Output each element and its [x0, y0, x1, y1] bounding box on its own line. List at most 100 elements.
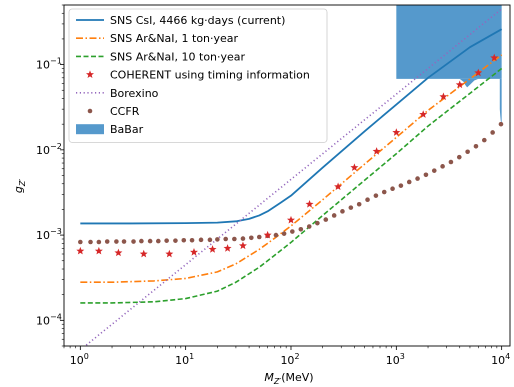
legend-label: CCFR	[110, 105, 140, 118]
series-0	[80, 28, 503, 225]
coherent-point	[455, 80, 464, 89]
ccfr-point	[223, 236, 228, 242]
coherent-point	[190, 247, 198, 256]
ccfr-point	[498, 121, 504, 127]
series-line-1	[80, 54, 503, 284]
ccfr-point	[365, 197, 370, 203]
legend-item: CCFR	[87, 105, 140, 118]
series-coherent	[76, 53, 499, 258]
ccfr-point	[198, 237, 204, 243]
ccfr-point	[156, 238, 161, 244]
coherent-point	[165, 249, 174, 258]
series-2	[80, 67, 503, 304]
coherent-point	[208, 245, 217, 253]
ccfr-point	[240, 236, 246, 241]
coherent-point	[474, 68, 483, 77]
ccfr-point	[373, 193, 379, 198]
ccfr-point	[448, 159, 454, 165]
coherent-point	[263, 230, 272, 239]
ccfr-point	[256, 234, 262, 240]
ccfr-point	[164, 238, 169, 243]
coherent-point	[419, 110, 428, 118]
ccfr-point	[281, 231, 287, 236]
ccfr-point	[232, 236, 237, 242]
ccfr-point	[381, 189, 387, 195]
series-babar	[396, 5, 502, 125]
ccfr-point	[340, 209, 345, 214]
series-ccfr	[78, 121, 504, 245]
x-tick-label: 102	[280, 352, 299, 367]
ccfr-point	[207, 237, 213, 243]
ccfr-point	[104, 239, 110, 244]
legend-label: SNS CsI, 4466 kg·days (current)	[110, 14, 285, 27]
ccfr-point	[482, 137, 487, 143]
ccfr-point	[147, 238, 153, 244]
coherent-point	[76, 246, 85, 255]
ccfr-point	[465, 149, 470, 155]
y-tick-label: 10−1	[36, 57, 62, 72]
ccfr-point	[348, 205, 354, 210]
legend-label: SNS Ar&NaI, 1 ton·year	[110, 32, 239, 45]
ccfr-point	[96, 239, 102, 245]
ccfr-point	[390, 186, 395, 192]
ccfr-point	[114, 239, 119, 244]
y-axis: 10−4 10−3 10−2 10−1	[36, 4, 64, 347]
coherent-point	[223, 244, 232, 252]
coherent-point	[334, 182, 343, 191]
series-1	[80, 54, 503, 284]
ccfr-point	[290, 229, 295, 234]
x-tick-label: 104	[491, 352, 510, 367]
series-line-0	[80, 28, 503, 225]
ccfr-point	[181, 237, 187, 243]
x-tick-label: 101	[175, 352, 194, 367]
legend-item: Borexino	[76, 87, 159, 100]
legend-swatch	[76, 124, 104, 135]
ccfr-point	[423, 172, 429, 178]
ccfr-point	[490, 130, 495, 135]
coherent-point	[94, 246, 103, 255]
x-tick-label: 103	[386, 352, 405, 367]
coherent-point	[490, 53, 499, 62]
ccfr-point	[131, 239, 136, 244]
legend-star	[86, 70, 94, 78]
ccfr-point	[306, 224, 312, 229]
ccfr-point	[331, 213, 337, 218]
y-tick-label: 10−2	[36, 142, 62, 157]
legend-box	[68, 8, 328, 143]
legend: SNS CsI, 4466 kg·days (current) SNS Ar&Na…	[68, 8, 328, 143]
coherent-point	[305, 200, 314, 208]
ccfr-point	[298, 226, 304, 232]
ccfr-point	[273, 232, 279, 238]
coherent-point	[372, 147, 381, 155]
coherent-point	[139, 249, 148, 258]
ccfr-point	[431, 168, 437, 173]
legend-item: SNS Ar&NaI, 10 ton·year	[76, 50, 246, 63]
ccfr-point	[215, 237, 220, 242]
legend-item: SNS Ar&NaI, 1 ton·year	[76, 32, 239, 45]
ccfr-point	[415, 176, 420, 181]
ccfr-point	[473, 144, 479, 149]
ccfr-point	[88, 239, 93, 245]
x-axis-label: MZ′(MeV)	[264, 371, 313, 386]
legend-label: Borexino	[110, 87, 159, 100]
babar-region-notch	[459, 78, 502, 88]
ccfr-point	[456, 154, 462, 160]
coherent-point	[238, 241, 247, 250]
ccfr-point	[356, 201, 362, 207]
legend-dot	[87, 108, 93, 114]
coherent-point	[392, 128, 401, 136]
ccfr-point	[406, 179, 412, 185]
babar-region	[396, 5, 502, 79]
babar-region-tail	[499, 78, 502, 125]
x-axis: 100 101 102 103 104	[63, 346, 510, 367]
coherent-point	[350, 163, 359, 171]
ccfr-point	[139, 238, 144, 244]
coherent-point	[286, 215, 295, 224]
legend-item: SNS CsI, 4466 kg·days (current)	[76, 14, 285, 27]
ccfr-point	[121, 239, 127, 244]
plot-area	[76, 5, 504, 346]
ccfr-point	[173, 238, 178, 243]
ccfr-point	[323, 217, 329, 222]
ccfr-point	[398, 183, 404, 188]
